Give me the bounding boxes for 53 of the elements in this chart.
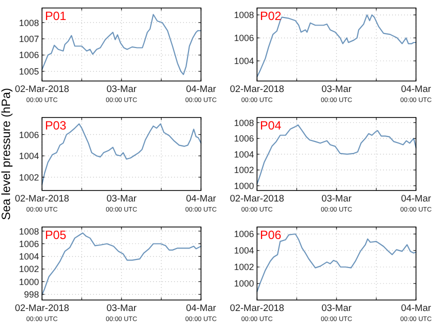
y-tick-label: 998	[24, 290, 39, 300]
line-series	[41, 232, 202, 296]
y-tick-label: 1004	[18, 252, 39, 262]
y-tick-label: 1002	[234, 165, 254, 176]
y-tick-label: 1006	[234, 134, 254, 144]
x-tick-label: 02-Mar-2018 00:00 UTC	[14, 303, 70, 323]
y-tick-label: 1007	[18, 34, 39, 44]
y-tick-label: 1008	[234, 118, 254, 128]
x-tick-label: 02-Mar-2018 00:00 UTC	[230, 194, 284, 214]
x-tick-label: 02-Mar-2018 00:00 UTC	[14, 194, 70, 214]
y-tick-label: 1008	[234, 10, 254, 20]
x-tick-label: 03-Mar 00:00 UTC	[106, 303, 138, 323]
x-tick-label: 02-Mar-2018 00:00 UTC	[230, 303, 284, 323]
x-tick-label: 04-Mar 00:00 UTC	[400, 303, 432, 323]
chart-title: P01	[45, 9, 67, 23]
chart-title: P02	[260, 9, 282, 23]
x-tick-label: 02-Mar-2018 00:00 UTC	[230, 84, 284, 104]
x-tick-label: 03-Mar 00:00 UTC	[320, 303, 353, 323]
y-tick-label: 1006	[18, 50, 39, 60]
y-tick-label: 1002	[18, 172, 39, 182]
chart-title: P06	[260, 228, 282, 242]
chart-title: P04	[260, 118, 282, 132]
x-tick-label: 04-Mar 00:00 UTC	[400, 194, 432, 214]
y-tick-label: 1006	[234, 33, 254, 44]
x-tick-label: 04-Mar 00:00 UTC	[185, 84, 218, 104]
line-series	[41, 14, 202, 76]
x-tick-label: 03-Mar 00:00 UTC	[320, 194, 353, 214]
y-tick-label: 1000	[18, 276, 39, 287]
x-tick-label: 03-Mar 00:00 UTC	[106, 84, 138, 104]
y-tick-label: 1004	[234, 56, 254, 66]
y-tick-label: 1004	[18, 151, 39, 162]
chart-title: P05	[45, 228, 67, 242]
line-series	[41, 123, 202, 186]
x-tick-label: 04-Mar 00:00 UTC	[185, 194, 218, 214]
y-tick-label: 1002	[18, 264, 39, 274]
y-tick-label: 1008	[18, 18, 39, 28]
chart-title: P03	[45, 118, 67, 132]
x-tick-label: 03-Mar 00:00 UTC	[320, 84, 353, 104]
y-tick-label: 1005	[18, 66, 39, 76]
y-tick-label: 1004	[234, 149, 254, 160]
y-tick-label: 1000	[234, 278, 254, 289]
x-tick-label: 04-Mar 00:00 UTC	[400, 84, 432, 104]
y-tick-label: 1006	[234, 229, 254, 240]
y-tick-label: 1004	[234, 246, 254, 256]
y-tick-label: 1002	[234, 262, 254, 272]
y-axis-title: Sea level pressure (hPa)	[0, 88, 13, 220]
x-tick-label: 03-Mar 00:00 UTC	[106, 194, 138, 214]
x-tick-label: 02-Mar-2018 00:00 UTC	[14, 84, 70, 104]
y-tick-label: 1006	[18, 130, 39, 140]
y-tick-label: 1000	[234, 180, 254, 191]
y-tick-label: 1006	[18, 238, 39, 249]
x-tick-label: 04-Mar 00:00 UTC	[185, 303, 218, 323]
y-tick-label: 1008	[18, 226, 39, 236]
